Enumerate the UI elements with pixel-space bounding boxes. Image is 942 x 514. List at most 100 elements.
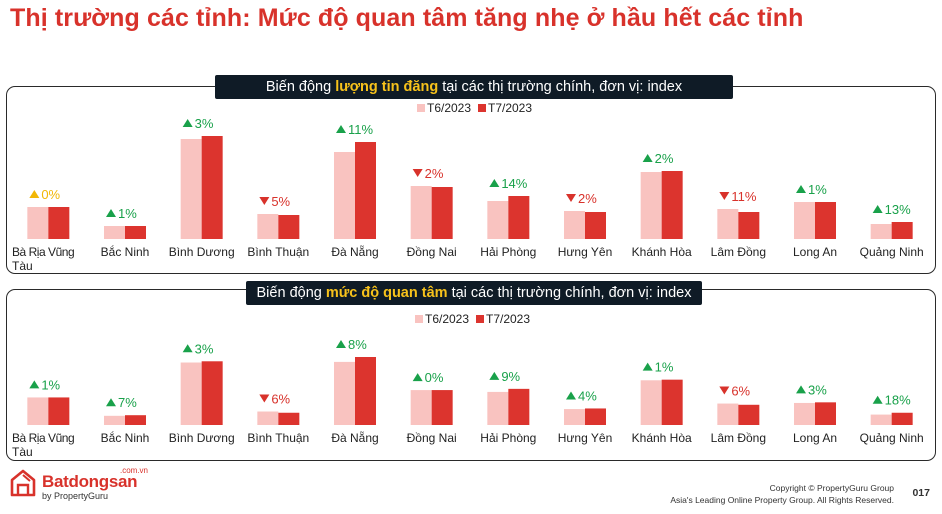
category-label: Hưng Yên: [558, 245, 613, 259]
bar-t7: [201, 361, 223, 425]
bar-t7: [125, 226, 146, 239]
change-label: 2%: [578, 191, 597, 206]
change-label: 1%: [41, 377, 60, 392]
bar-t7: [355, 142, 376, 239]
triangle-up-icon: [106, 398, 116, 407]
bar-t7: [201, 136, 223, 239]
bar-t6: [410, 186, 432, 239]
logo-wordmark: Batdongsan: [42, 472, 138, 491]
legend-swatch: [478, 104, 486, 112]
bar-t6: [180, 139, 202, 239]
category-label: Quảng Ninh: [860, 245, 924, 259]
legend-swatch: [476, 315, 484, 323]
change-label: 3%: [195, 116, 214, 131]
change-label: 1%: [655, 360, 674, 375]
category-label: Đồng Nai: [407, 245, 457, 259]
category-label: Bắc Ninh: [101, 244, 150, 259]
legend-swatch: [417, 104, 425, 112]
bar-t6: [487, 201, 509, 239]
triangle-up-icon: [29, 380, 40, 389]
category-label: Bình Dương: [169, 245, 235, 259]
bar-t7: [508, 388, 530, 425]
triangle-up-icon: [182, 344, 193, 353]
legend-label: T6/2023: [427, 101, 471, 115]
triangle-up-icon: [106, 209, 116, 217]
listing-chart-heading: Biến động lượng tin đăng tại các thị trư…: [215, 75, 733, 99]
bar-t7: [738, 404, 760, 425]
bar-t7: [508, 196, 530, 239]
triangle-up-icon: [489, 179, 500, 187]
logo-byline: by PropertyGuru: [42, 491, 109, 501]
bar-t6: [104, 415, 125, 425]
bar-t6: [564, 409, 585, 425]
bar-t7: [278, 215, 300, 239]
interest-chart-heading: Biến động mức độ quan tâm tại các thị tr…: [246, 281, 702, 305]
bar-t7: [661, 171, 683, 239]
bar-t6: [334, 152, 355, 239]
bar-t7: [585, 408, 606, 425]
category-label: Khánh Hòa: [632, 245, 692, 259]
category-label-wrap: Tàu: [12, 259, 33, 273]
page-title: Thị trường các tỉnh: Mức độ quan tâm tăn…: [10, 4, 804, 32]
change-label: 8%: [348, 337, 367, 352]
interest-chart-panel: [6, 289, 936, 461]
bar-t6: [27, 207, 49, 239]
bar-t7: [431, 390, 453, 425]
triangle-up-icon: [642, 154, 653, 162]
change-label: 7%: [118, 395, 137, 410]
bar-t6: [487, 391, 509, 425]
bar-t7: [661, 379, 683, 425]
category-label: Hưng Yên: [558, 431, 613, 445]
change-label: 0%: [41, 187, 60, 202]
house-logo-icon: [10, 469, 36, 497]
bar-t6: [257, 214, 279, 239]
category-label: Lâm Đồng: [711, 431, 766, 445]
heading-highlight: lượng tin đăng: [335, 79, 439, 95]
category-label: Lâm Đồng: [711, 245, 766, 259]
bar-t6: [257, 411, 279, 425]
legend-label: T6/2023: [425, 312, 469, 326]
bar-t6: [27, 397, 49, 425]
triangle-down-icon: [719, 192, 730, 200]
bar-t6: [794, 402, 815, 425]
bar-t6: [870, 224, 892, 239]
copyright-line: Asia's Leading Online Property Group. Al…: [670, 494, 894, 505]
category-label: Hải Phòng: [480, 431, 536, 445]
triangle-down-icon: [412, 169, 423, 177]
triangle-up-icon: [872, 395, 883, 404]
page-number: 017: [912, 487, 930, 499]
triangle-down-icon: [259, 197, 270, 205]
category-label: Long An: [793, 245, 837, 259]
heading-prefix: Biến động: [265, 79, 336, 95]
change-label: 13%: [885, 202, 911, 217]
change-label: 4%: [578, 388, 597, 403]
bar-t7: [278, 412, 300, 425]
category-label: Bình Thuận: [247, 431, 309, 445]
triangle-up-icon: [29, 190, 40, 198]
triangle-up-icon: [796, 385, 806, 394]
change-label: 3%: [808, 382, 827, 397]
heading-suffix: tại các thị trường chính, đơn vị: index: [447, 285, 692, 301]
triangle-up-icon: [489, 371, 500, 380]
category-label: Long An: [793, 431, 837, 445]
bar-t6: [794, 202, 815, 239]
triangle-up-icon: [642, 362, 653, 371]
bar-t6: [717, 209, 739, 239]
change-label: 6%: [271, 392, 290, 407]
category-label: Hải Phòng: [480, 245, 536, 259]
legend-label: T7/2023: [488, 101, 532, 115]
bar-t7: [125, 415, 146, 425]
triangle-down-icon: [259, 394, 270, 403]
category-label: Khánh Hòa: [632, 431, 692, 445]
triangle-up-icon: [796, 185, 806, 193]
category-label: Bà Rịa Vũng: [12, 431, 75, 445]
heading-highlight: mức độ quan tâm: [325, 285, 448, 301]
heading-prefix: Biến động: [256, 285, 326, 301]
triangle-up-icon: [412, 373, 423, 382]
bar-t6: [640, 380, 662, 425]
triangle-up-icon: [336, 340, 346, 348]
category-label: Quảng Ninh: [860, 431, 924, 445]
category-label: Đà Nẵng: [331, 430, 378, 445]
heading-suffix: tại các thị trường chính, đơn vị: index: [438, 79, 683, 95]
category-label: Bắc Ninh: [101, 430, 150, 445]
